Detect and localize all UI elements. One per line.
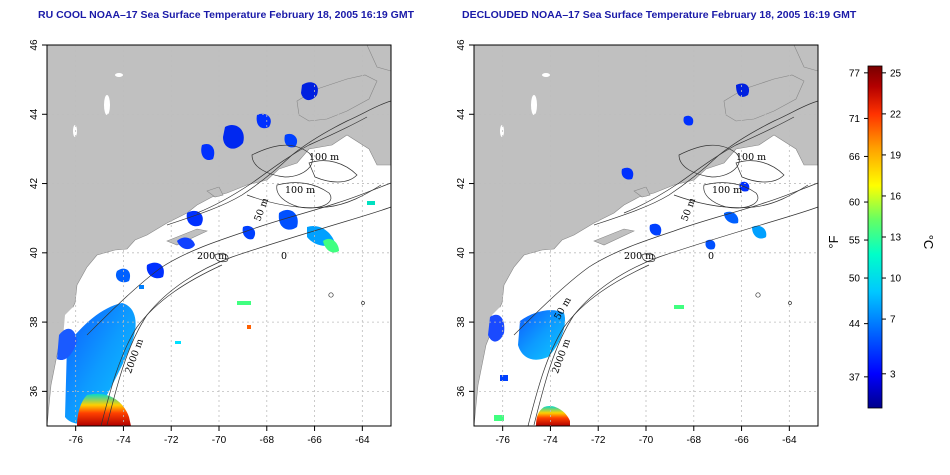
- celsius-tick-label: 10: [890, 274, 902, 285]
- latitude-tick-label: 36: [29, 385, 40, 397]
- longitude-tick-label: -64: [355, 435, 370, 446]
- contour-label: 200 m: [197, 251, 227, 262]
- longitude-tick-label: -76: [68, 435, 83, 446]
- celsius-tick-label: 3: [890, 369, 896, 380]
- panel-declouded-sst: DECLOUDED NOAA–17 Sea Surface Temperatur…: [456, 9, 857, 446]
- longitude-tick-label: -72: [591, 435, 606, 446]
- contour-label: 100 m: [285, 185, 315, 196]
- colorbar-gradient: [867, 65, 883, 409]
- fahrenheit-tick-label: 37: [849, 372, 861, 383]
- celsius-tick-label: 16: [890, 191, 902, 202]
- fahrenheit-tick-label: 50: [849, 274, 861, 285]
- longitude-tick-label: -70: [212, 435, 227, 446]
- celsius-tick-label: 13: [890, 233, 902, 244]
- latitude-tick-label: 44: [456, 108, 467, 120]
- longitude-tick-label: -68: [687, 435, 702, 446]
- latitude-tick-label: 46: [456, 39, 467, 51]
- contour-label: 0: [281, 251, 287, 262]
- longitude-tick-label: -72: [164, 435, 179, 446]
- latitude-tick-label: 40: [29, 247, 40, 259]
- panel-title: RU COOL NOAA–17 Sea Surface Temperature …: [38, 9, 415, 21]
- fahrenheit-tick-label: 55: [849, 236, 861, 247]
- longitude-tick-label: -66: [734, 435, 749, 446]
- longitude-tick-label: -74: [543, 435, 558, 446]
- fahrenheit-unit-label: °F: [826, 235, 841, 248]
- latitude-tick-label: 38: [29, 316, 40, 328]
- contour-label: 200 m: [624, 251, 654, 262]
- longitude-tick-label: -76: [495, 435, 510, 446]
- latitude-tick-label: 46: [29, 39, 40, 51]
- longitude-tick-label: -66: [307, 435, 322, 446]
- contour-label: 100 m: [309, 152, 339, 163]
- latitude-tick-label: 42: [29, 178, 40, 190]
- temperature-colorbar: 77 71 66 60 55 50 44 37 25 22 19 16 13 10 7 3 °F °C: [826, 65, 936, 409]
- latitude-tick-label: 36: [456, 385, 467, 397]
- fahrenheit-tick-label: 44: [849, 319, 861, 330]
- panel-title: DECLOUDED NOAA–17 Sea Surface Temperatur…: [462, 9, 857, 21]
- panel-raw-sst: RU COOL NOAA–17 Sea Surface Temperature …: [29, 9, 415, 446]
- colorbar-ticks: 77 71 66 60 55 50 44 37 25 22 19 16 13 10 7 3: [849, 68, 902, 383]
- celsius-tick-label: 7: [890, 315, 896, 326]
- latitude-tick-label: 38: [456, 316, 467, 328]
- fahrenheit-tick-label: 71: [849, 114, 861, 125]
- longitude-tick-label: -74: [116, 435, 131, 446]
- celsius-tick-label: 19: [890, 150, 902, 161]
- longitude-tick-label: -68: [260, 435, 275, 446]
- longitude-tick-label: -70: [639, 435, 654, 446]
- latitude-tick-label: 42: [456, 178, 467, 190]
- map-axes: -76 -74 -72 -70 -68 -66 -64 36 38 40 42 44 46: [456, 39, 797, 446]
- contour-label: 100 m: [736, 152, 766, 163]
- contour-label: 0: [708, 251, 714, 262]
- celsius-tick-label: 22: [890, 109, 902, 120]
- map-axes: -76 -74 -72 -70 -68 -66 -64 36 38 40 42 44 46: [29, 39, 370, 446]
- fahrenheit-tick-label: 66: [849, 152, 861, 163]
- longitude-tick-label: -64: [782, 435, 797, 446]
- celsius-unit-label: °C: [921, 235, 936, 250]
- celsius-tick-label: 25: [890, 68, 902, 79]
- latitude-tick-label: 40: [456, 247, 467, 259]
- fahrenheit-tick-label: 77: [849, 68, 861, 79]
- latitude-tick-label: 44: [29, 108, 40, 120]
- fahrenheit-tick-label: 60: [849, 198, 861, 209]
- contour-label: 100 m: [712, 185, 742, 196]
